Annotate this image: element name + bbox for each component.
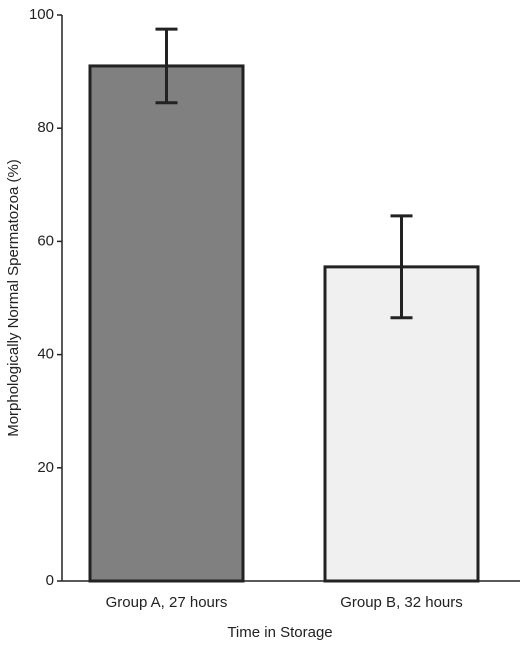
bar [88, 64, 245, 583]
y-axis-label: Morphologically Normal Spermatozoa (%) [5, 159, 22, 437]
x-tick-label: Group B, 32 hours [340, 594, 463, 611]
x-tick-label: Group A, 27 hours [106, 594, 228, 611]
y-tick-label: 20 [37, 459, 54, 476]
y-tick-label: 100 [29, 6, 54, 23]
x-axis-label: Time in Storage [227, 624, 332, 641]
y-tick-label: 80 [37, 119, 54, 136]
y-tick-label: 0 [46, 572, 54, 589]
y-tick-label: 60 [37, 232, 54, 249]
y-tick-label: 40 [37, 346, 54, 363]
